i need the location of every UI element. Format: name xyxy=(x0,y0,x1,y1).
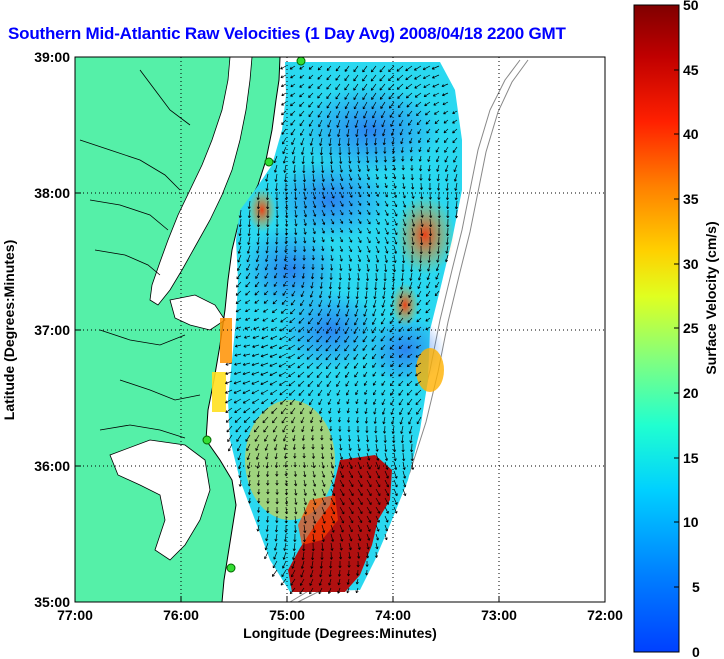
lat-tick-label: 35:00 xyxy=(34,594,70,610)
longitude-tick-labels: 77:00 76:00 75:00 74:00 73:00 72:00 xyxy=(57,607,623,623)
lon-tick-label: 74:00 xyxy=(375,607,411,623)
colorbar-tick-label: 15 xyxy=(683,450,699,466)
radar-stations xyxy=(202,57,306,573)
grid-lines xyxy=(75,57,605,602)
lon-tick-label: 76:00 xyxy=(163,607,199,623)
y-axis-label: Latitude (Degrees:Minutes) xyxy=(1,240,17,420)
colorbar: 50 45 40 35 30 25 20 15 10 5 0 Surface V… xyxy=(633,0,719,659)
x-axis-label: Longitude (Degrees:Minutes) xyxy=(243,625,437,641)
colorbar-tick-label: 50 xyxy=(683,0,699,13)
map-title: Southern Mid-Atlantic Raw Velocities (1 … xyxy=(8,24,566,43)
lat-tick-label: 36:00 xyxy=(34,458,70,474)
colorbar-tick-label: 40 xyxy=(683,126,699,142)
colorbar-tick-label: 20 xyxy=(683,385,699,401)
colorbar-tick-label: 5 xyxy=(692,579,700,595)
lon-tick-label: 72:00 xyxy=(587,607,623,623)
tick-marks xyxy=(74,56,606,603)
lat-tick-label: 37:00 xyxy=(34,322,70,338)
lon-tick-label: 73:00 xyxy=(481,607,517,623)
colorbar-label: Surface Velocity (cm/s) xyxy=(703,221,719,374)
colorbar-tick-label: 10 xyxy=(683,514,699,530)
sound-inlet xyxy=(109,439,211,561)
lon-tick-label: 75:00 xyxy=(269,607,305,623)
lat-tick-label: 39:00 xyxy=(34,49,70,65)
colorbar-gradient xyxy=(633,4,680,653)
latitude-tick-labels: 39:00 38:00 37:00 36:00 35:00 xyxy=(34,49,70,610)
colorbar-tick-label: 25 xyxy=(683,320,699,336)
colorbar-tick-label: 30 xyxy=(683,256,699,272)
chesapeake-bay xyxy=(149,57,253,306)
bay-inlet xyxy=(169,294,226,331)
lon-tick-label: 77:00 xyxy=(57,607,93,623)
lat-tick-label: 38:00 xyxy=(34,185,70,201)
colorbar-ticks xyxy=(674,4,679,653)
colorbar-tick-label: 35 xyxy=(683,191,699,207)
colorbar-tick-label: 45 xyxy=(683,62,699,78)
colorbar-tick-label: 0 xyxy=(692,644,700,659)
river-lines xyxy=(79,69,201,439)
